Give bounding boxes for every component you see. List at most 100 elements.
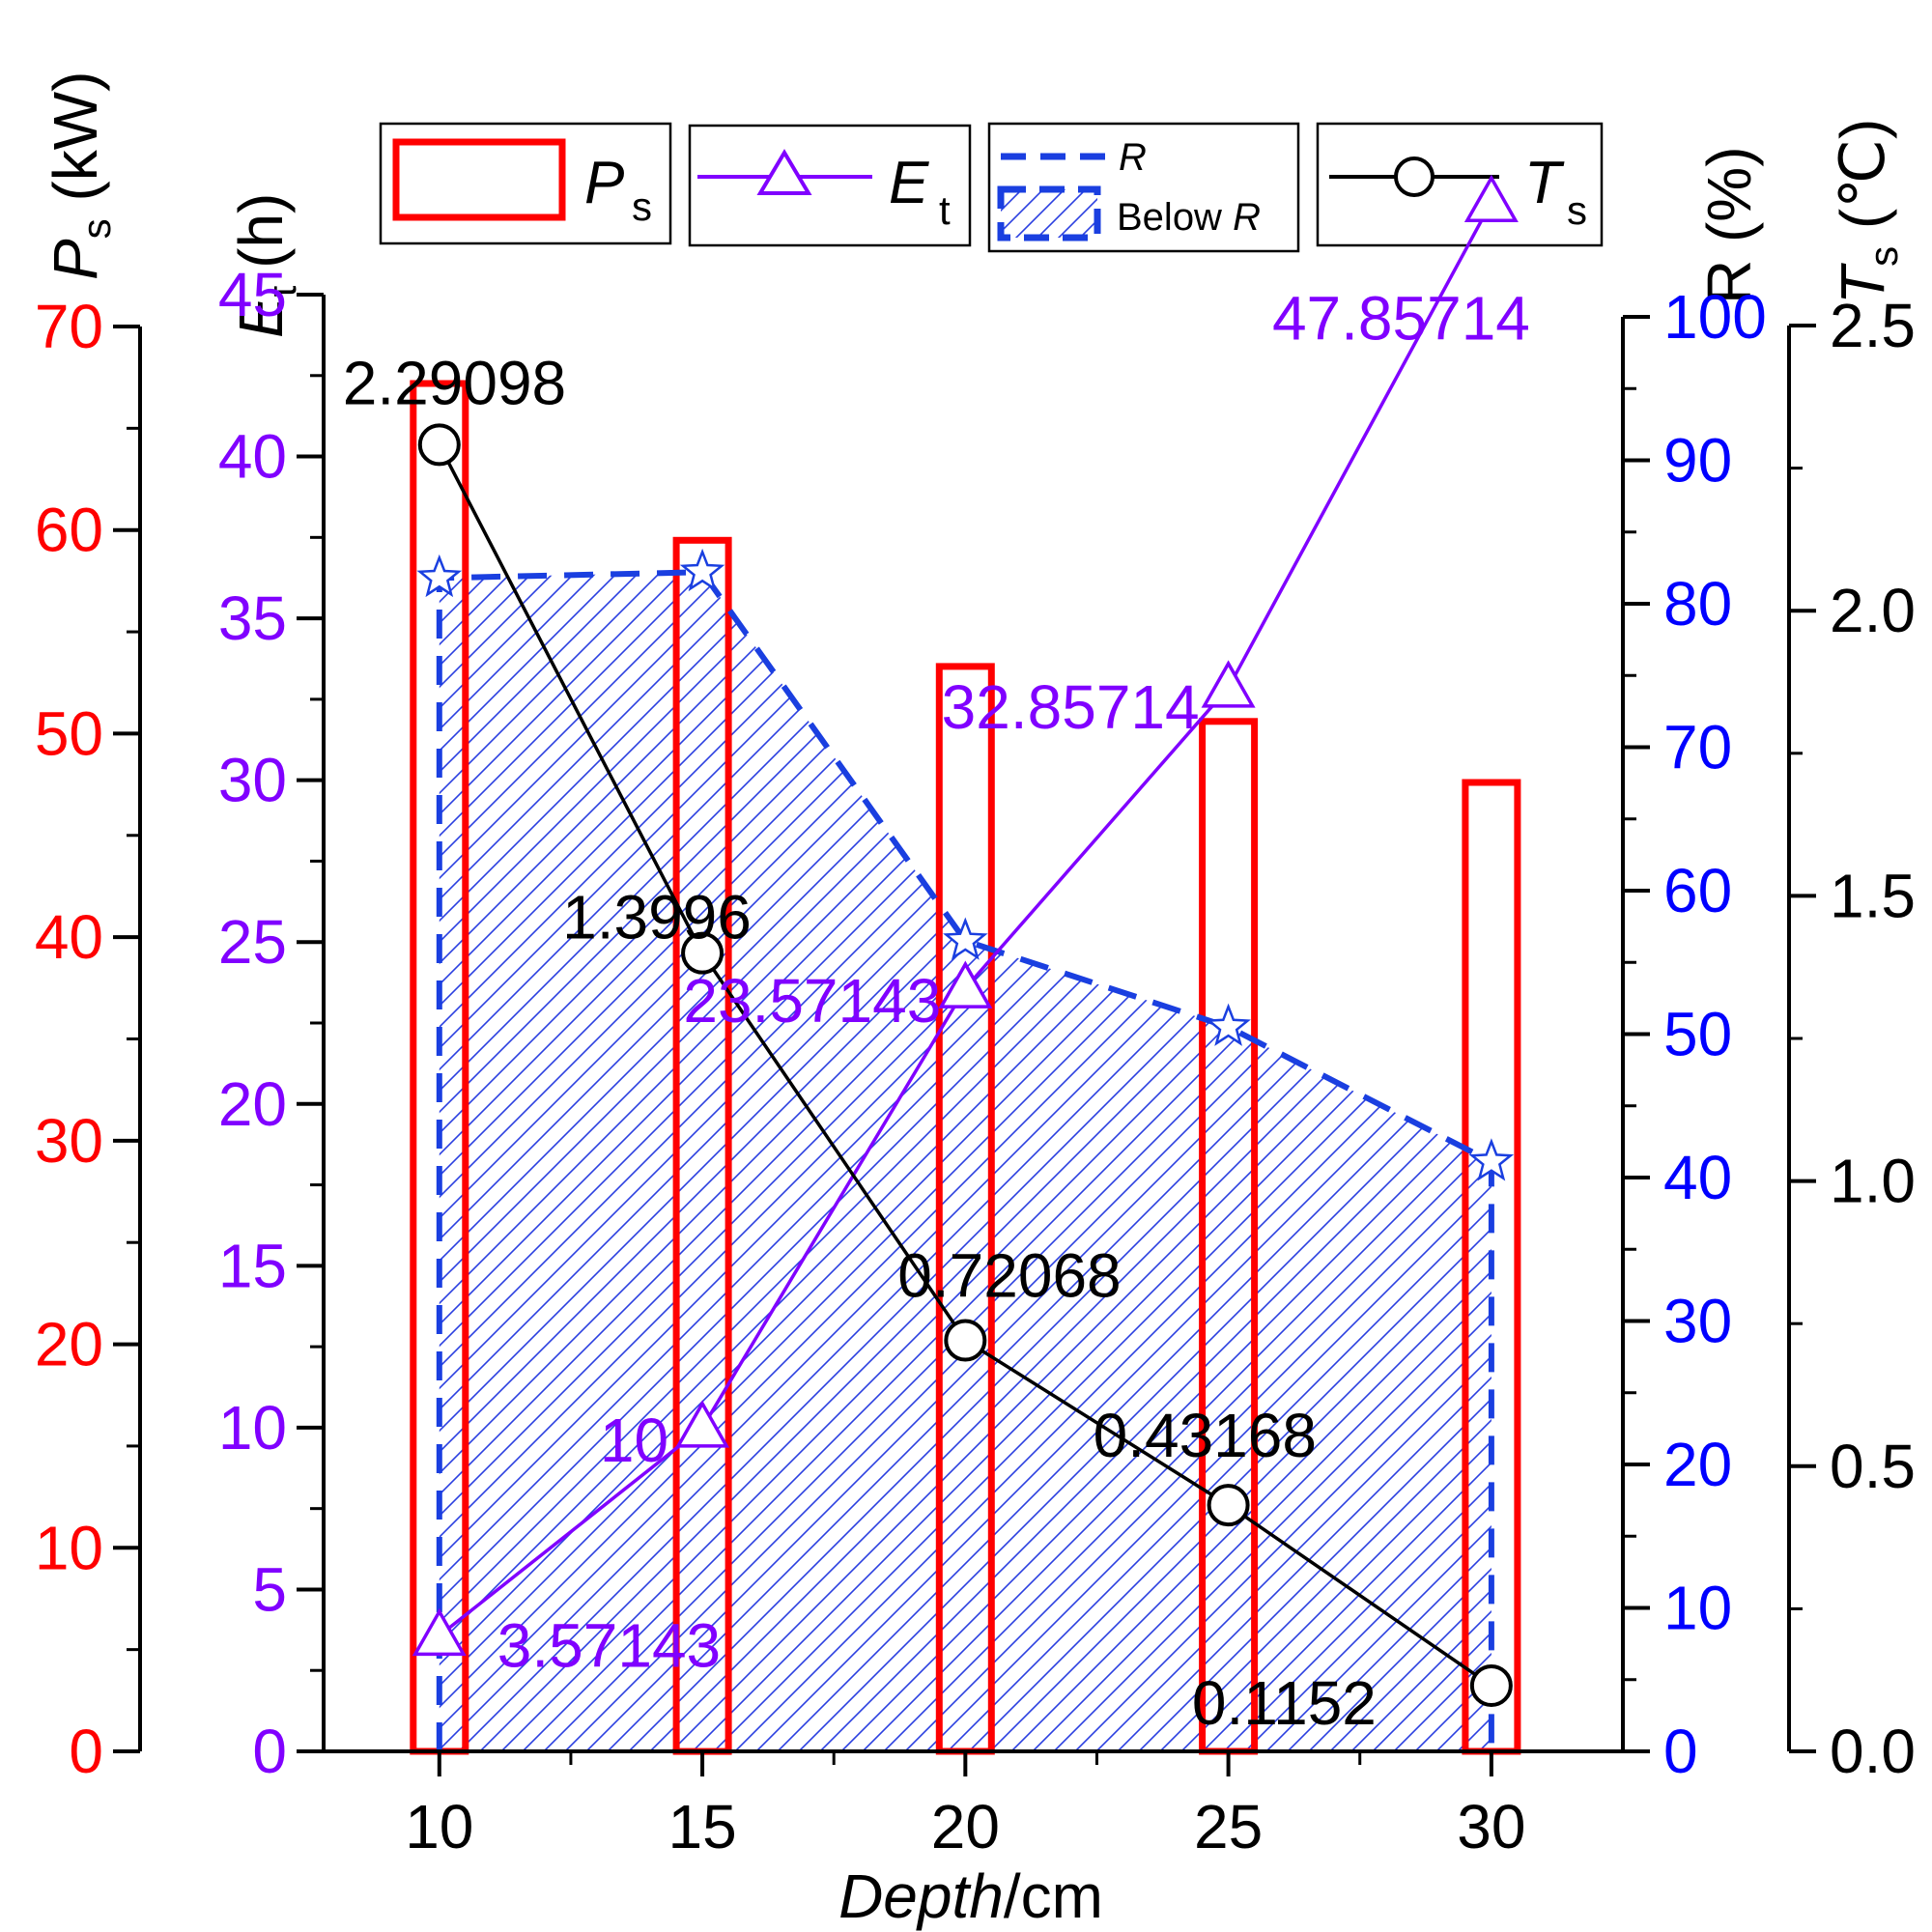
et-axis-tick-label: 40 xyxy=(218,422,287,492)
x-tick-label: 25 xyxy=(1194,1792,1263,1861)
x-axis-title: Depth/cm xyxy=(838,1861,1103,1931)
ts-data-label: 0.1152 xyxy=(1192,1668,1377,1738)
ps-axis-tick-label: 60 xyxy=(35,496,103,565)
ps-axis-tick-label: 30 xyxy=(35,1106,103,1176)
legend-ps-symbol: P xyxy=(584,150,624,216)
ts-axis-tick-label: 1.5 xyxy=(1830,861,1916,930)
et-triangle-marker xyxy=(938,960,993,1009)
ts-circle-marker xyxy=(681,931,724,975)
axis-title-ps-symbol: P xyxy=(41,239,110,280)
et-data-label: 32.85714 xyxy=(942,672,1200,742)
et-data-label: 47.85714 xyxy=(1272,283,1530,353)
legend-r: R Below R xyxy=(987,122,1300,253)
r-axis-tick-label: 0 xyxy=(1663,1717,1698,1786)
r-star-marker xyxy=(943,917,988,960)
ts-circle-marker xyxy=(1207,1484,1250,1527)
r-axis-tick-label: 80 xyxy=(1663,569,1732,639)
ts-axis-tick-label: 1.0 xyxy=(1830,1147,1916,1216)
et-axis-tick-label: 25 xyxy=(218,907,287,977)
legend-ps-subscript: s xyxy=(632,184,652,229)
r-axis-tick-label: 70 xyxy=(1663,713,1732,782)
ps-axis-tick-label: 20 xyxy=(35,1310,103,1379)
et-data-label: 10 xyxy=(600,1406,668,1475)
axis-title-et-subscript: t xyxy=(259,285,304,297)
et-axis-tick-label: 30 xyxy=(218,746,287,815)
area-below-r xyxy=(439,572,1492,1751)
et-data-label: 3.57143 xyxy=(497,1610,721,1680)
ts-circle-marker xyxy=(417,423,461,467)
r-star-marker xyxy=(1468,1138,1515,1181)
r-star-marker xyxy=(1206,1003,1251,1046)
ts-axis-tick-label: 2.0 xyxy=(1830,576,1916,645)
legend: P s E t R Below R T s xyxy=(379,122,1604,253)
axis-title-r: R (%) xyxy=(1694,146,1764,304)
legend-et: E t xyxy=(688,124,972,247)
ps-axis-tick-label: 70 xyxy=(35,292,103,361)
legend-ts-subscript: s xyxy=(1567,187,1587,233)
axis-title-ts: Ts (℃) xyxy=(1828,119,1906,304)
axis-title-et-symbol: E xyxy=(226,296,296,338)
r-axis-tick-label: 30 xyxy=(1663,1287,1732,1356)
r-axis-tick-label: 20 xyxy=(1663,1430,1732,1499)
et-axis-tick-label: 10 xyxy=(218,1393,287,1463)
x-tick-label: 20 xyxy=(931,1792,1000,1861)
ps-axis-tick-label: 10 xyxy=(35,1513,103,1582)
r-axis-tick-label: 10 xyxy=(1663,1574,1732,1643)
ts-data-label: 2.29098 xyxy=(343,348,566,417)
x-tick-label: 30 xyxy=(1457,1792,1525,1861)
legend-ts-symbol: T xyxy=(1524,150,1565,216)
legend-circle-icon xyxy=(1394,156,1435,197)
ts-circle-marker xyxy=(944,1319,987,1362)
legend-et-subscript: t xyxy=(939,187,951,233)
ps-axis-tick-label: 40 xyxy=(35,902,103,972)
legend-ts: T s xyxy=(1316,122,1604,247)
r-axis-tick-label: 60 xyxy=(1663,856,1732,925)
legend-triangle-icon xyxy=(756,149,812,195)
et-axis-tick-label: 35 xyxy=(218,583,287,653)
axis-title-ps-subscript: s xyxy=(73,218,119,239)
axis-title-ts-unit: (℃) xyxy=(1828,119,1897,246)
axis-title-et: Et (h) xyxy=(226,193,304,338)
r-axis-tick-label: 40 xyxy=(1663,1143,1732,1212)
ps-axis-tick-label: 50 xyxy=(35,698,103,768)
et-axis-tick-label: 20 xyxy=(218,1069,287,1139)
r-axis-tick-label: 100 xyxy=(1663,282,1767,352)
legend-below-text: Below xyxy=(1117,196,1233,239)
et-triangle-marker xyxy=(675,1400,730,1448)
x-tick-label: 10 xyxy=(405,1792,473,1861)
r-axis-tick-label: 90 xyxy=(1663,426,1732,496)
et-triangle-marker xyxy=(1463,174,1519,223)
axis-title-ps: Ps (kW) xyxy=(41,71,119,281)
ts-axis-tick-label: 2.5 xyxy=(1830,291,1916,360)
ps-axis-tick-label: 0 xyxy=(69,1717,103,1786)
legend-below-symbol: R xyxy=(1233,196,1261,239)
et-axis-tick-label: 0 xyxy=(252,1717,287,1786)
x-axis-title-unit: /cm xyxy=(1004,1861,1103,1931)
et-axis-tick-label: 5 xyxy=(252,1554,287,1624)
et-triangle-marker xyxy=(1201,660,1256,708)
et-axis-tick-label: 15 xyxy=(218,1231,287,1300)
ts-data-label: 1.3996 xyxy=(562,883,752,952)
legend-et-symbol: E xyxy=(889,150,929,216)
et-triangle-marker xyxy=(412,1607,467,1657)
legend-r-symbol: R xyxy=(1119,136,1147,179)
legend-ps: P s xyxy=(379,122,672,245)
ts-axis-tick-label: 0.0 xyxy=(1830,1717,1916,1786)
axis-title-ts-subscript: s xyxy=(1861,246,1906,267)
legend-below-label: Below R xyxy=(1117,196,1261,239)
axis-title-ps-unit: (kW) xyxy=(41,71,110,219)
ts-circle-marker xyxy=(1469,1663,1513,1707)
ts-data-label: 0.43168 xyxy=(1094,1401,1317,1470)
ts-axis-tick-label: 0.5 xyxy=(1830,1432,1916,1501)
et-axis-tick-label: 45 xyxy=(218,260,287,329)
x-tick-label: 15 xyxy=(668,1792,736,1861)
r-axis-tick-label: 50 xyxy=(1663,1000,1732,1069)
et-data-label: 23.57143 xyxy=(683,966,941,1036)
r-star-marker xyxy=(679,548,725,592)
plot-area: 3.57143 10 23.57143 32.85714 47.85714 2.29098… xyxy=(35,174,1916,1861)
axis-title-ts-symbol: T xyxy=(1828,263,1897,304)
x-axis-title-name: Depth xyxy=(838,1861,1004,1931)
r-star-marker xyxy=(416,554,463,598)
axis-title-et-unit: (h) xyxy=(226,193,296,286)
